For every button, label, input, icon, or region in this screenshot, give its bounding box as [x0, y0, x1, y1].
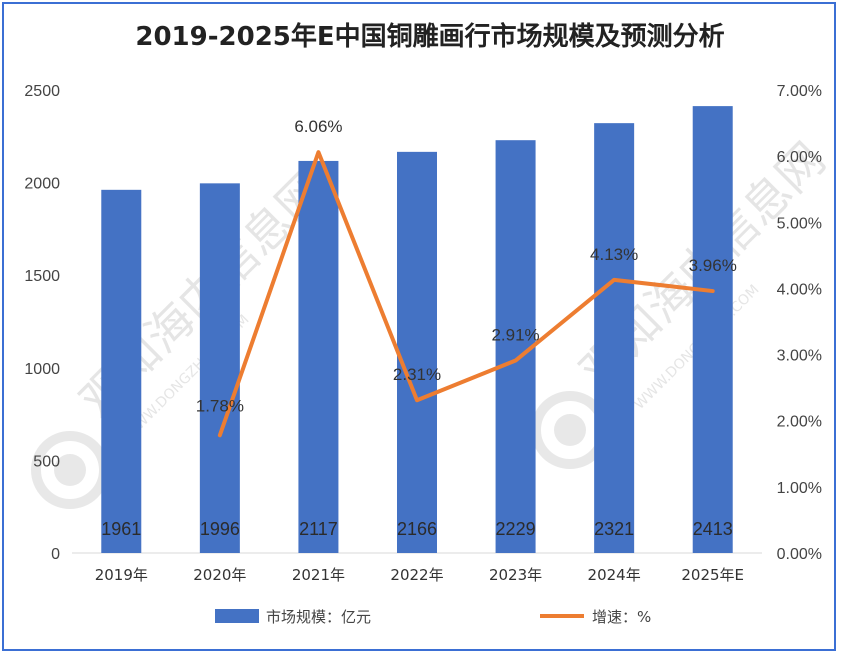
bar — [397, 151, 437, 553]
bar-value-label: 2166 — [397, 519, 437, 539]
legend-line-label: 增速：% — [592, 608, 651, 626]
y-left-tick: 500 — [33, 453, 60, 470]
y-left-tick: 1000 — [24, 361, 60, 378]
y-left-axis: 0 500 1000 1500 2000 2500 — [24, 83, 60, 563]
x-tick: 2020年 — [193, 566, 246, 584]
legend-bar-label: 市场规模：亿元 — [266, 608, 371, 626]
y-left-tick: 2000 — [24, 176, 60, 193]
bar — [692, 106, 733, 553]
y-left-tick: 0 — [51, 546, 60, 563]
chart-title: 2019-2025年E中国铜雕画行市场规模及预测分析 — [135, 21, 724, 52]
watermark-logo-icon-2 — [531, 391, 609, 469]
bar-value-label: 2413 — [693, 519, 733, 539]
x-tick: 2024年 — [588, 566, 641, 584]
growth-line — [217, 150, 715, 438]
bar — [101, 189, 142, 553]
y-right-tick: 5.00% — [777, 215, 822, 232]
x-tick: 2021年 — [292, 566, 345, 584]
growth-value-label: 4.13% — [590, 245, 638, 264]
bar-value-label: 1961 — [101, 519, 141, 539]
y-left-tick: 1500 — [24, 268, 60, 285]
bar-value-label: 2117 — [299, 519, 338, 539]
y-right-tick: 6.00% — [777, 149, 822, 166]
y-right-tick: 0.00% — [777, 546, 822, 563]
growth-value-label: 3.96% — [689, 256, 737, 275]
y-left-tick: 2500 — [24, 83, 60, 100]
growth-labels: 1.78% 6.06% 2.31% 2.91% 4.13% 3.96% — [196, 117, 737, 415]
y-right-axis: 0.00% 1.00% 2.00% 3.00% 4.00% 5.00% 6.00% 7.00% — [777, 83, 822, 563]
bar-value-label: 2229 — [496, 519, 536, 539]
y-right-tick: 3.00% — [777, 348, 822, 365]
bar — [199, 183, 240, 553]
legend: 市场规模：亿元 增速：% — [215, 608, 651, 626]
y-right-tick: 4.00% — [777, 281, 822, 298]
growth-value-label: 1.78% — [196, 396, 244, 415]
growth-value-label: 6.06% — [294, 117, 342, 136]
bar-series — [101, 106, 733, 554]
y-right-tick: 1.00% — [777, 480, 822, 497]
bar — [594, 123, 635, 553]
bar — [495, 140, 536, 553]
growth-value-label: 2.31% — [393, 365, 441, 384]
y-right-tick: 7.00% — [777, 83, 822, 100]
y-right-tick: 2.00% — [777, 414, 822, 431]
x-axis: 2019年 2020年 2021年 2022年 2023年 2024年 2025年E — [95, 566, 744, 584]
bar-value-label: 2321 — [594, 519, 634, 539]
x-tick: 2025年E — [681, 566, 744, 584]
x-tick: 2023年 — [489, 566, 542, 584]
bar — [298, 160, 339, 554]
bar-value-label: 1996 — [200, 519, 240, 539]
x-tick: 2022年 — [390, 566, 443, 584]
growth-value-label: 2.91% — [491, 326, 539, 345]
x-tick: 2019年 — [95, 566, 148, 584]
bar-labels: 1961 1996 2117 2166 2229 2321 2413 — [101, 519, 732, 539]
legend-bar-swatch — [215, 609, 259, 623]
